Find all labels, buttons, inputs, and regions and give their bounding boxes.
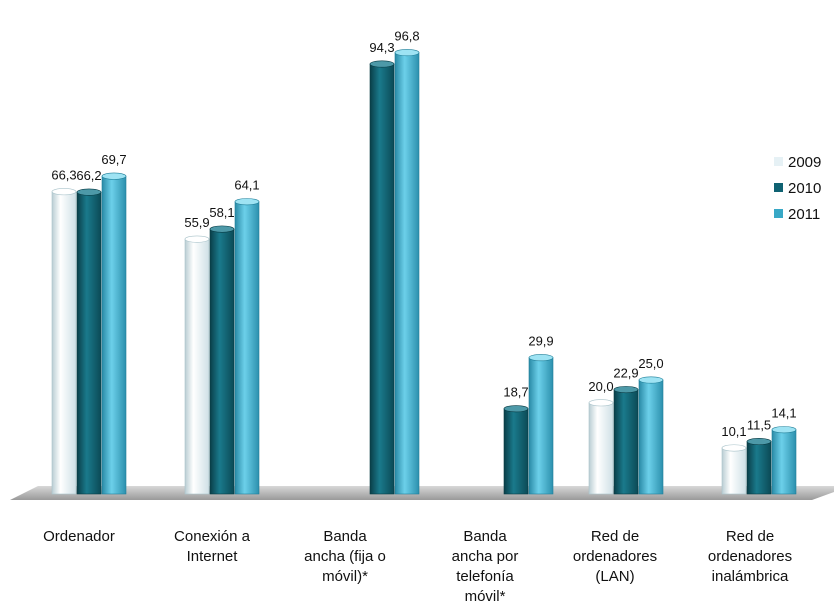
- category-labels-layer: Ordenador Conexión a Internet Banda ancha (f…: [43, 528, 792, 605]
- value-label-2009-5: 20,0: [588, 379, 613, 394]
- category-label-6: Red de ordenadores inalámbrica: [708, 528, 792, 585]
- bar-2010-6: [746, 438, 772, 495]
- value-label-2009-2: 55,9: [184, 215, 209, 230]
- bar-2009-2: [184, 235, 210, 495]
- value-label-2011-1: 69,7: [101, 152, 126, 167]
- value-label-2010-3: 94,3: [369, 40, 394, 55]
- bar-2010-3: [369, 60, 395, 495]
- category-label-3: Banda ancha (fija o móvil)*: [304, 528, 386, 585]
- legend-swatch-2011: [774, 209, 783, 218]
- value-label-2011-2: 64,1: [234, 178, 259, 193]
- bar-2009-5: [588, 399, 614, 495]
- chart-floor-layer: [10, 486, 834, 500]
- value-label-2010-1: 66,2: [76, 168, 101, 183]
- bar-2010-2: [209, 225, 235, 495]
- category-label-2: Conexión a Internet: [174, 528, 251, 565]
- bar-2011-5: [638, 376, 664, 495]
- value-label-2010-4: 18,7: [503, 385, 528, 400]
- bar-2010-5: [613, 386, 639, 495]
- legend-swatch-2009: [774, 157, 783, 166]
- legend-label-2009: 2009: [788, 154, 821, 171]
- category-label-1: Ordenador: [43, 528, 115, 545]
- bar-2011-3: [394, 49, 420, 495]
- legend: 2009 2010 2011: [774, 154, 821, 223]
- legend-label-2011: 2011: [788, 206, 820, 223]
- chart-floor: [10, 486, 834, 500]
- value-labels-layer: 66,3 55,9 20,0 10,1 66,2 58,1 94,3 18,7 22,9 11,5…: [51, 29, 796, 439]
- bar-2009-6: [721, 444, 747, 495]
- value-label-2010-2: 58,1: [209, 205, 234, 220]
- category-label-4: Banda ancha por telefonía móvil*: [452, 528, 519, 605]
- value-label-2010-6: 11,5: [747, 418, 771, 433]
- value-label-2011-3: 96,8: [394, 29, 419, 44]
- legend-label-2010: 2010: [788, 180, 821, 197]
- value-label-2011-6: 14,1: [771, 406, 796, 421]
- bar-2011-2: [234, 198, 260, 495]
- value-label-2011-4: 29,9: [528, 334, 553, 349]
- bar-2011-1: [101, 172, 127, 495]
- bar-2010-4: [503, 405, 529, 495]
- bar-2011-6: [771, 426, 797, 495]
- value-label-2009-1: 66,3: [51, 168, 76, 183]
- bars-layer: [51, 49, 797, 495]
- legend-swatch-2010: [774, 183, 783, 192]
- value-label-2009-6: 10,1: [721, 424, 746, 439]
- value-label-2011-5: 25,0: [638, 356, 663, 371]
- category-label-5: Red de ordenadores (LAN): [573, 528, 657, 585]
- value-label-2010-5: 22,9: [613, 366, 638, 381]
- bar-2009-1: [51, 188, 77, 495]
- bar-2010-1: [76, 188, 102, 495]
- bar-2011-4: [528, 354, 554, 495]
